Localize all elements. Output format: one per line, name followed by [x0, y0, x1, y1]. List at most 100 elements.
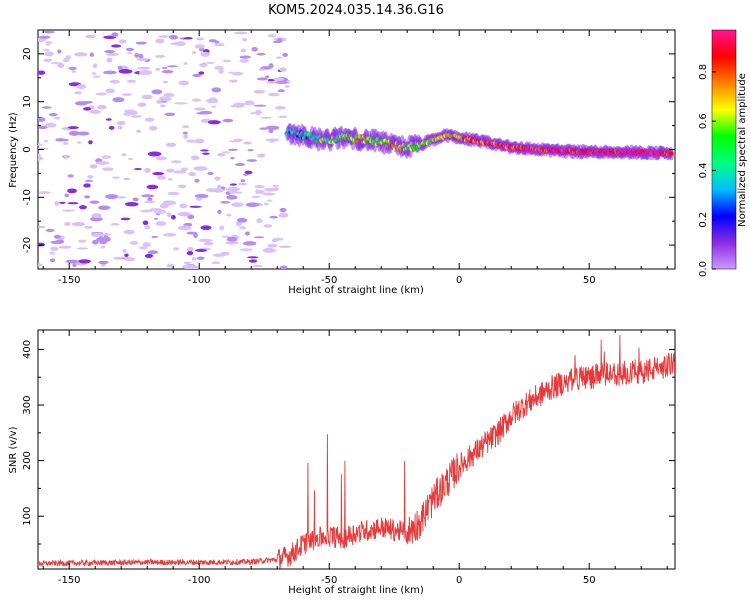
spectrogram-noise-blob — [89, 200, 100, 204]
spectrogram-noise-blob — [279, 207, 287, 213]
colorbar-tick-label: 0.8 — [698, 64, 709, 80]
spectrogram-noise-blob — [102, 233, 111, 236]
spectrogram-noise-blob — [112, 97, 125, 103]
spectrogram-noise-blob — [142, 220, 149, 226]
spectrogram-noise-blob — [211, 105, 216, 108]
spectrogram-noise-blob — [45, 228, 55, 232]
spectrogram-noise-blob — [137, 66, 151, 70]
spectrogram-noise-blob — [55, 239, 65, 244]
spectrogram-noise-blob — [267, 243, 278, 248]
spectrogram-noise-blob — [132, 197, 139, 202]
spectrogram-noise-blob — [118, 69, 133, 74]
snr-y-tick-label: 100 — [22, 507, 33, 526]
spectrogram-noise-blob — [121, 93, 133, 96]
spectrogram-noise-blob — [240, 179, 246, 183]
spectrogram-noise-blob — [65, 259, 79, 264]
spectrogram-noise-blob — [226, 195, 238, 200]
spectrogram-noise-blob — [38, 156, 44, 161]
spectrogram-noise-blob — [198, 63, 208, 68]
spectrogram-noise-blob — [95, 161, 110, 165]
spectrogram-noise-blob — [194, 138, 205, 144]
spectrogram-noise-blob — [149, 208, 163, 211]
spectrogram-noise-blob — [196, 256, 205, 260]
spectrogram-noise-blob — [59, 201, 66, 204]
spectrogram-noise-blob — [155, 38, 165, 44]
spectrogram-noise-blob — [181, 82, 189, 85]
spectrogram-noise-blob — [231, 202, 244, 207]
spectrogram-noise-blob — [225, 186, 240, 192]
spectrogram-noise-blob — [44, 122, 57, 128]
spectrogram-noise-blob — [177, 184, 187, 189]
spectrogram-noise-blob — [220, 201, 231, 204]
spectrogram-noise-blob — [231, 71, 244, 76]
spectrogram-noise-blob — [243, 141, 252, 145]
spectrogram-noise-blob — [220, 251, 230, 256]
spectrogram-noise-blob — [64, 222, 71, 226]
spectrogram-noise-blob — [242, 37, 248, 42]
spectrogram-noise-blob — [167, 178, 173, 181]
spectrogram-x-tick-label: 0 — [456, 275, 462, 286]
spectrogram-noise-blob — [130, 115, 143, 118]
spectrogram-noise-blob — [218, 69, 224, 74]
spectrogram-noise-blob — [156, 175, 166, 180]
snr-y-ticks: 100 200 300 400 — [22, 340, 675, 545]
spectrogram-noise-blob — [254, 184, 265, 189]
spectrogram-noise-blob — [79, 205, 87, 210]
spectrogram-noise-blob — [159, 104, 166, 108]
spectrogram-noise-blob — [128, 157, 134, 161]
spectrogram-x-tick-label: -50 — [321, 275, 337, 286]
spectrogram-noise-blob — [83, 107, 92, 111]
spectrogram-noise-blob — [279, 265, 288, 269]
spectrogram-noise-blob — [214, 176, 221, 181]
spectrogram-noise-blob — [183, 134, 188, 139]
spectrogram-noise-blob — [173, 170, 187, 174]
spectrogram-noise-blob — [239, 58, 249, 63]
spectrogram-noise-blob — [62, 141, 69, 146]
spectrogram-noise-blob — [230, 156, 235, 160]
spectrogram-noise-blob — [247, 149, 254, 152]
spectrogram-noise-blob — [183, 261, 192, 264]
spectrogram-noise-blob — [147, 197, 153, 202]
spectrogram-noise-blob — [244, 170, 253, 175]
spectrogram-noise-blob — [191, 257, 197, 261]
spectrogram-noise-blob — [58, 245, 72, 249]
spectrogram-noise-blob — [136, 129, 142, 133]
spectrogram-noise-blob — [264, 202, 269, 206]
spectrogram-noise-blob — [144, 200, 156, 204]
spectrogram-noise-blob — [105, 52, 120, 56]
spectrogram-noise-blob — [144, 117, 155, 122]
spectrogram-noise-blob — [91, 213, 102, 219]
spectrogram-noise-blob — [262, 192, 276, 196]
spectrogram-noise-blob — [122, 248, 127, 253]
spectrogram-noise-blob — [256, 52, 266, 56]
spectrogram-noise-blob — [105, 118, 112, 121]
spectrogram-x-tick-label: -100 — [188, 275, 211, 286]
spectrogram-noise-blob — [67, 174, 74, 178]
spectrogram-noise-blob — [250, 112, 256, 115]
spectrogram-noise-blob — [68, 66, 77, 70]
spectrogram-noise-blob — [208, 97, 217, 102]
spectrogram-noise-blob — [194, 248, 207, 252]
spectrogram-noise-blob — [53, 234, 61, 239]
spectrogram-noise-blob — [84, 195, 91, 199]
spectrogram-noise-blob — [206, 188, 218, 193]
spectrogram-noise-blob — [228, 71, 233, 74]
spectrogram-noise-blob — [136, 57, 149, 62]
spectrogram-noise-blob — [271, 238, 278, 243]
spectrogram-noise-blob — [207, 171, 214, 176]
spectrogram-noise-blob — [222, 118, 234, 123]
spectrogram-noise-blob — [144, 167, 151, 173]
spectrogram-noise-blob — [277, 89, 285, 93]
spectrogram-noise-blob — [137, 102, 147, 107]
spectrogram-noise-blob — [91, 72, 97, 75]
spectrogram-noise-blob — [167, 191, 180, 196]
spectrogram-noise-blob — [67, 202, 79, 205]
spectrogram-noise-blob — [171, 214, 176, 220]
spectrogram-noise-blob — [64, 193, 69, 198]
spectrogram-noise-blob — [273, 186, 279, 191]
spectrogram-noise-blob — [108, 125, 115, 130]
spectrogram-noise-blob — [151, 89, 163, 95]
spectrogram-noise-blob — [255, 109, 262, 115]
spectrogram-noise-blob — [228, 79, 238, 83]
snr-x-tick-label: -50 — [321, 575, 337, 586]
